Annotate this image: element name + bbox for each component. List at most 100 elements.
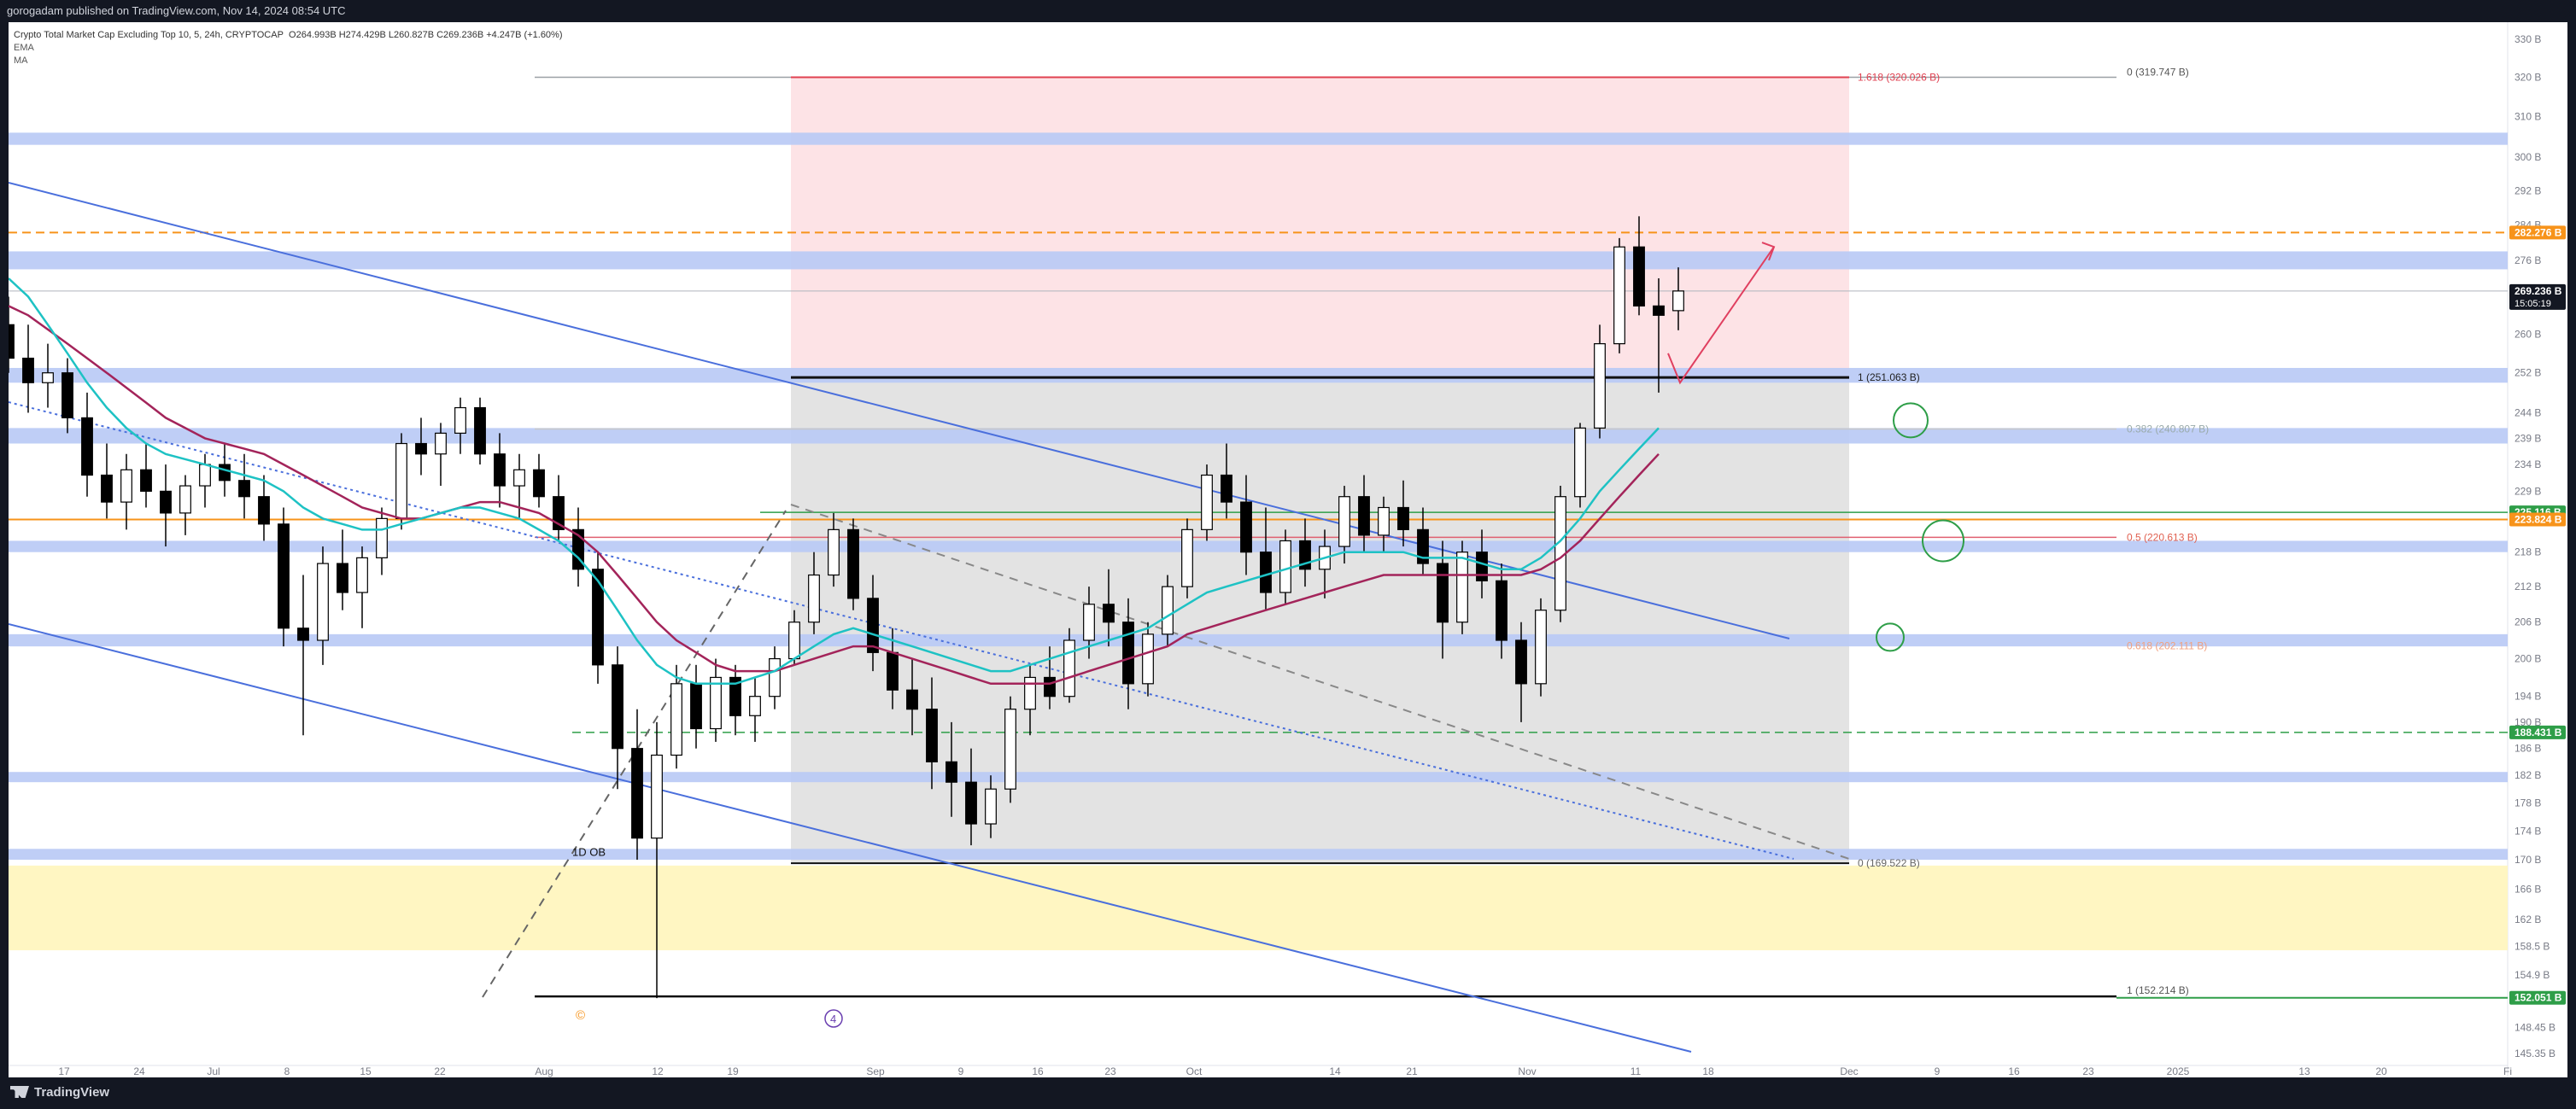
candle-body[interactable]: [238, 480, 250, 498]
candle-body[interactable]: [1633, 246, 1645, 306]
candle-body[interactable]: [670, 683, 682, 756]
candle-body[interactable]: [179, 485, 191, 514]
candle-body[interactable]: [808, 574, 820, 623]
price-tag[interactable]: [2509, 225, 2566, 240]
candle-body[interactable]: [513, 469, 525, 487]
candle-body[interactable]: [906, 689, 918, 710]
candle-body[interactable]: [1221, 474, 1232, 503]
candle-body[interactable]: [435, 432, 447, 455]
candle-body[interactable]: [1004, 709, 1016, 790]
x-tick-label: Dec: [1840, 1065, 1858, 1077]
candle-body[interactable]: [1476, 552, 1488, 581]
y-tick-label: 310 B: [2515, 111, 2541, 123]
candle-body[interactable]: [1456, 552, 1468, 623]
candle-body[interactable]: [946, 761, 957, 783]
candle-body[interactable]: [729, 676, 741, 716]
candle-body[interactable]: [965, 781, 977, 825]
candle-body[interactable]: [926, 709, 938, 762]
candle-body[interactable]: [376, 517, 388, 558]
price-tag[interactable]: [2509, 725, 2566, 739]
candle-body[interactable]: [1162, 586, 1174, 635]
price-tag[interactable]: [2509, 283, 2566, 310]
y-tick-label: 330 B: [2515, 33, 2541, 45]
indicator-ma[interactable]: MA: [14, 55, 28, 66]
candle-body[interactable]: [1417, 528, 1429, 564]
candle-body[interactable]: [867, 598, 879, 653]
candle-body[interactable]: [1653, 305, 1665, 316]
candle-body[interactable]: [160, 490, 172, 514]
candle-body[interactable]: [769, 657, 781, 698]
candle-body[interactable]: [651, 754, 663, 839]
candle-body[interactable]: [631, 748, 643, 839]
candle-body[interactable]: [1083, 604, 1095, 641]
price-tag[interactable]: [2509, 990, 2566, 1005]
tradingview-logo[interactable]: TradingView: [10, 1085, 109, 1100]
candle-body[interactable]: [1594, 343, 1606, 429]
indicator-ema[interactable]: EMA: [14, 43, 34, 53]
candle-body[interactable]: [1515, 639, 1527, 685]
candle-body[interactable]: [1535, 610, 1547, 685]
candle-body[interactable]: [749, 696, 761, 716]
candle-body[interactable]: [454, 406, 466, 434]
candle-body[interactable]: [847, 528, 859, 599]
candle-body[interactable]: [1672, 290, 1684, 312]
candle-body[interactable]: [1240, 501, 1252, 553]
candle-body[interactable]: [356, 557, 368, 593]
candle-body[interactable]: [140, 469, 152, 492]
candle-body[interactable]: [1574, 427, 1586, 498]
candle-body[interactable]: [985, 788, 997, 825]
candle-body[interactable]: [1122, 622, 1134, 685]
candle-body[interactable]: [199, 464, 211, 487]
candle-body[interactable]: [533, 469, 545, 498]
candle-body[interactable]: [690, 683, 702, 730]
candle-body[interactable]: [1260, 552, 1272, 593]
candle-body[interactable]: [1496, 580, 1508, 641]
candle-body[interactable]: [120, 469, 132, 503]
candle-body[interactable]: [317, 563, 329, 641]
candle-body[interactable]: [1397, 506, 1409, 530]
candle-body[interactable]: [1338, 496, 1350, 547]
candle-body[interactable]: [101, 474, 113, 503]
candle-body[interactable]: [415, 442, 427, 455]
chart-frame[interactable]: 1.618 (320.026 B) 1 (251.063 B) 0.382 (240…: [3, 22, 2567, 1077]
ema-line[interactable]: [8, 277, 1660, 686]
candle-body[interactable]: [297, 627, 309, 641]
candle-body[interactable]: [494, 453, 506, 487]
candle-body[interactable]: [1181, 528, 1193, 587]
candle-body[interactable]: [1437, 563, 1449, 623]
candle-body[interactable]: [1201, 474, 1213, 530]
candle-body[interactable]: [710, 676, 722, 730]
candle-body[interactable]: [278, 523, 290, 629]
candle-body[interactable]: [1063, 639, 1075, 698]
candle-body[interactable]: [1613, 246, 1625, 345]
price-tag[interactable]: [2509, 512, 2566, 527]
candle-body[interactable]: [81, 417, 93, 476]
candle-body[interactable]: [258, 496, 270, 525]
candle-body[interactable]: [337, 563, 348, 593]
candle-body[interactable]: [1044, 676, 1056, 698]
candle-body[interactable]: [61, 372, 73, 419]
y-tick-label: 174 B: [2515, 825, 2541, 837]
candle-body[interactable]: [828, 528, 840, 576]
candle-body[interactable]: [42, 372, 54, 383]
candle-body[interactable]: [22, 357, 34, 383]
candle-body[interactable]: [1378, 506, 1390, 536]
candle-body[interactable]: [887, 651, 899, 691]
candle-body[interactable]: [788, 622, 800, 660]
candle-body[interactable]: [572, 528, 584, 570]
candle-body[interactable]: [592, 569, 604, 666]
candle-body[interactable]: [474, 406, 486, 455]
candle-body[interactable]: [219, 464, 231, 482]
candle-body[interactable]: [1142, 633, 1154, 685]
candle-body[interactable]: [1358, 496, 1370, 536]
ma-line[interactable]: [8, 305, 1660, 686]
candle-body[interactable]: [1279, 540, 1291, 593]
candle-body[interactable]: [612, 664, 624, 750]
candle-body[interactable]: [1103, 604, 1115, 623]
candle-body[interactable]: [3, 324, 15, 359]
candle-body[interactable]: [395, 442, 407, 519]
price-scale[interactable]: [2508, 22, 2567, 1077]
candle-body[interactable]: [1024, 676, 1036, 710]
price-chart[interactable]: 1.618 (320.026 B) 1 (251.063 B) 0.382 (240…: [3, 22, 2567, 1077]
price-tag-label: 223.824 B: [2515, 513, 2562, 525]
